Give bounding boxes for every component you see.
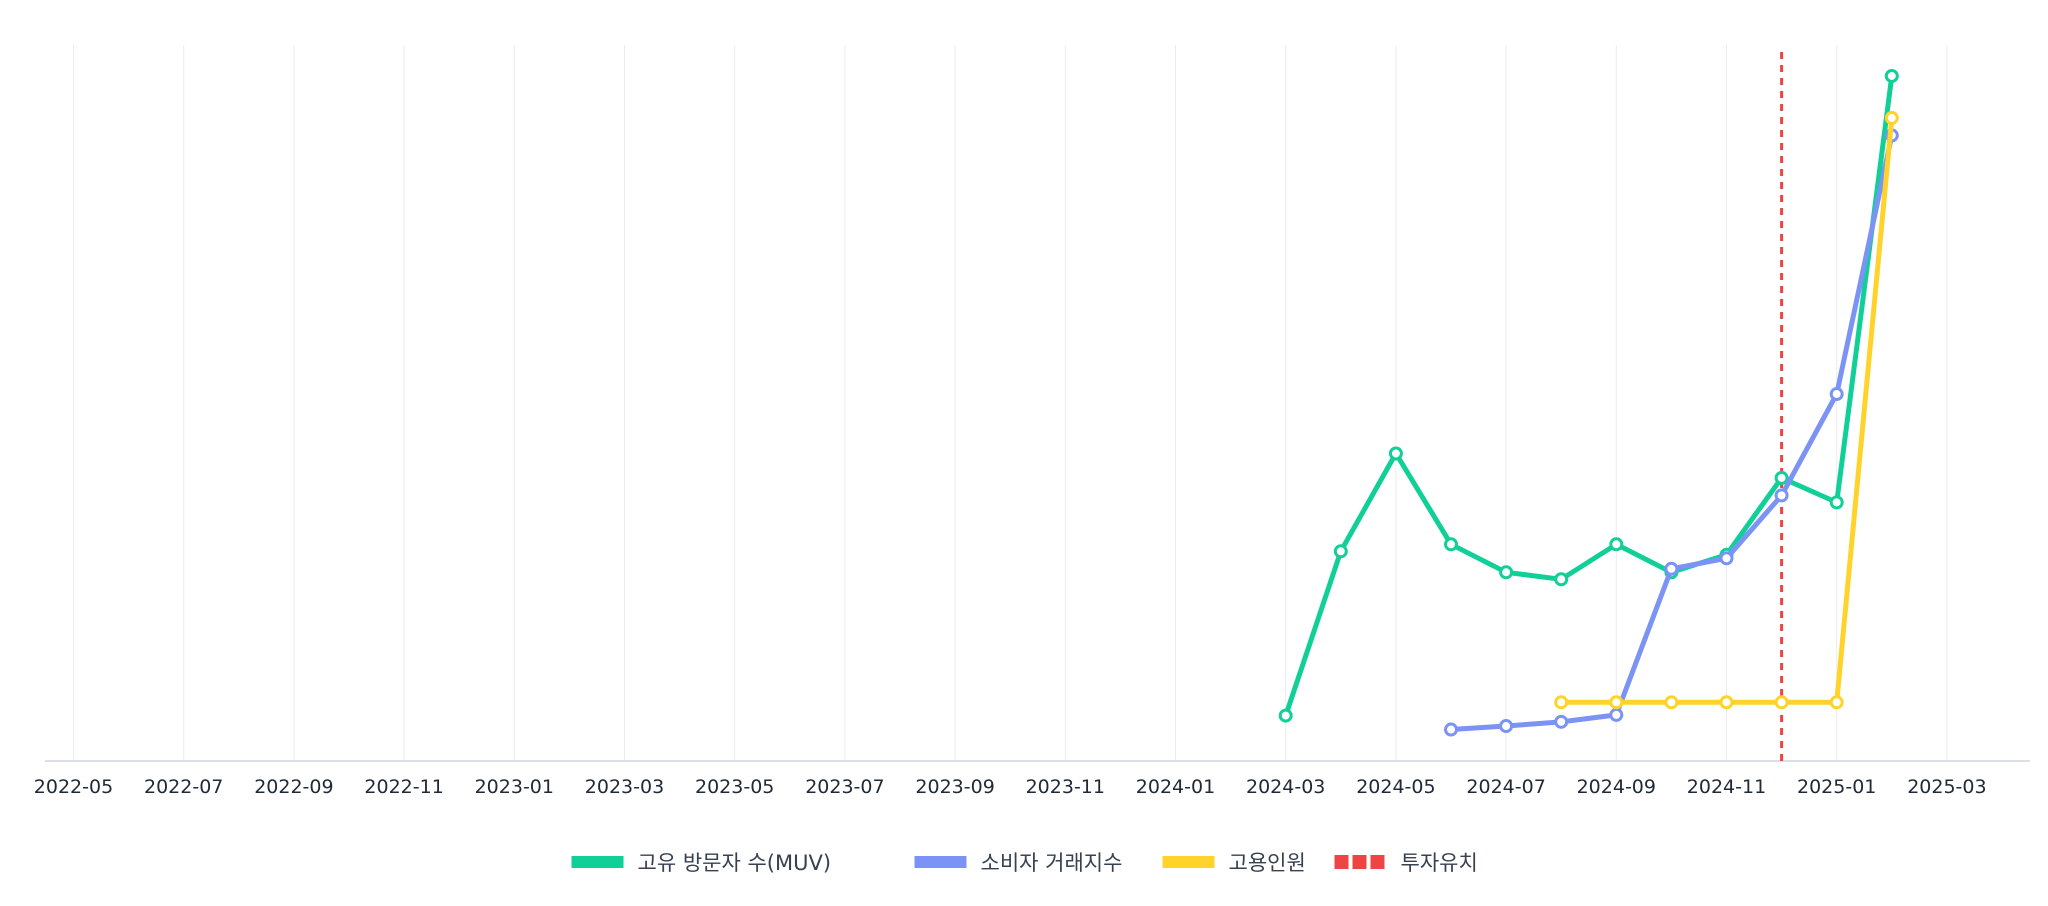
x-tick-label: 2024-01 [1136, 776, 1215, 798]
legend-item[interactable]: 투자유치 [1334, 851, 1478, 875]
x-tick-label: 2022-07 [144, 776, 223, 798]
data-point[interactable] [1774, 695, 1789, 710]
data-point[interactable] [1554, 695, 1569, 710]
legend-label: 고용인원 [1229, 851, 1306, 875]
data-point[interactable] [1884, 110, 1899, 125]
legend-item[interactable]: 고용인원 [1162, 851, 1306, 875]
legend-swatch [1334, 855, 1349, 869]
x-tick-label: 2024-11 [1687, 776, 1766, 798]
x-tick-label: 2022-11 [364, 776, 443, 798]
series-0 [1278, 68, 1899, 723]
data-point[interactable] [1829, 695, 1844, 710]
x-tick-label: 2025-03 [1907, 776, 1986, 798]
x-tick-label: 2023-03 [585, 776, 664, 798]
data-point[interactable] [1444, 537, 1458, 552]
data-point[interactable] [1278, 708, 1293, 723]
legend-swatch [914, 856, 967, 868]
series-2 [1554, 110, 1899, 710]
data-point[interactable] [1609, 695, 1624, 710]
legend-label: 투자유치 [1401, 851, 1478, 875]
x-tick-label: 2024-05 [1356, 776, 1435, 798]
data-point[interactable] [1554, 714, 1569, 729]
data-point[interactable] [1719, 551, 1734, 566]
legend-item[interactable]: 고유 방문자 수(MUV) [571, 851, 832, 875]
data-point[interactable] [1388, 446, 1403, 461]
series-line [1283, 73, 1895, 719]
legend-label: 소비자 거래지수 [981, 851, 1123, 875]
x-tick-label: 2022-05 [34, 776, 113, 798]
x-tick-label: 2025-01 [1797, 776, 1876, 798]
x-tick-label: 2024-09 [1577, 776, 1656, 798]
legend-label: 고유 방문자 수(MUV) [638, 851, 832, 875]
x-tick-label: 2023-01 [475, 776, 554, 798]
data-point[interactable] [1719, 695, 1734, 710]
x-tick-label: 2022-09 [254, 776, 333, 798]
data-point[interactable] [1609, 707, 1624, 722]
x-tick-label: 2023-11 [1026, 776, 1105, 798]
data-point[interactable] [1829, 495, 1844, 510]
data-point[interactable] [1884, 68, 1899, 83]
grid [73, 45, 1948, 761]
legend-swatch [1370, 855, 1385, 869]
x-tick-label: 2024-07 [1466, 776, 1545, 798]
data-point[interactable] [1829, 387, 1844, 402]
x-axis-ticks: 2022-05 2022-07 2022-09 2022-11 2023-01 2023-… [34, 776, 1987, 798]
legend-swatch [1352, 855, 1367, 869]
data-point[interactable] [1444, 722, 1458, 737]
data-point[interactable] [1609, 537, 1624, 552]
data-point[interactable] [1664, 695, 1679, 710]
data-point[interactable] [1499, 719, 1514, 734]
data-point[interactable] [1774, 488, 1789, 503]
legend-item[interactable]: 소비자 거래지수 [914, 851, 1123, 875]
data-point[interactable] [1664, 561, 1679, 576]
x-tick-label: 2024-03 [1246, 776, 1325, 798]
x-tick-label: 2023-05 [695, 776, 774, 798]
data-point[interactable] [1554, 572, 1569, 587]
data-point[interactable] [1333, 544, 1348, 559]
x-tick-label: 2023-09 [915, 776, 994, 798]
legend-swatch [571, 856, 624, 868]
legend: 고유 방문자 수(MUV) 소비자 거래지수 고용인원 투자유치 [571, 851, 1478, 875]
series-line [1448, 132, 1895, 732]
series-1 [1444, 128, 1899, 737]
legend-swatch [1162, 856, 1215, 868]
data-point[interactable] [1499, 565, 1514, 580]
series-lines [1278, 68, 1899, 737]
x-tick-label: 2023-07 [805, 776, 884, 798]
data-point[interactable] [1774, 470, 1789, 485]
